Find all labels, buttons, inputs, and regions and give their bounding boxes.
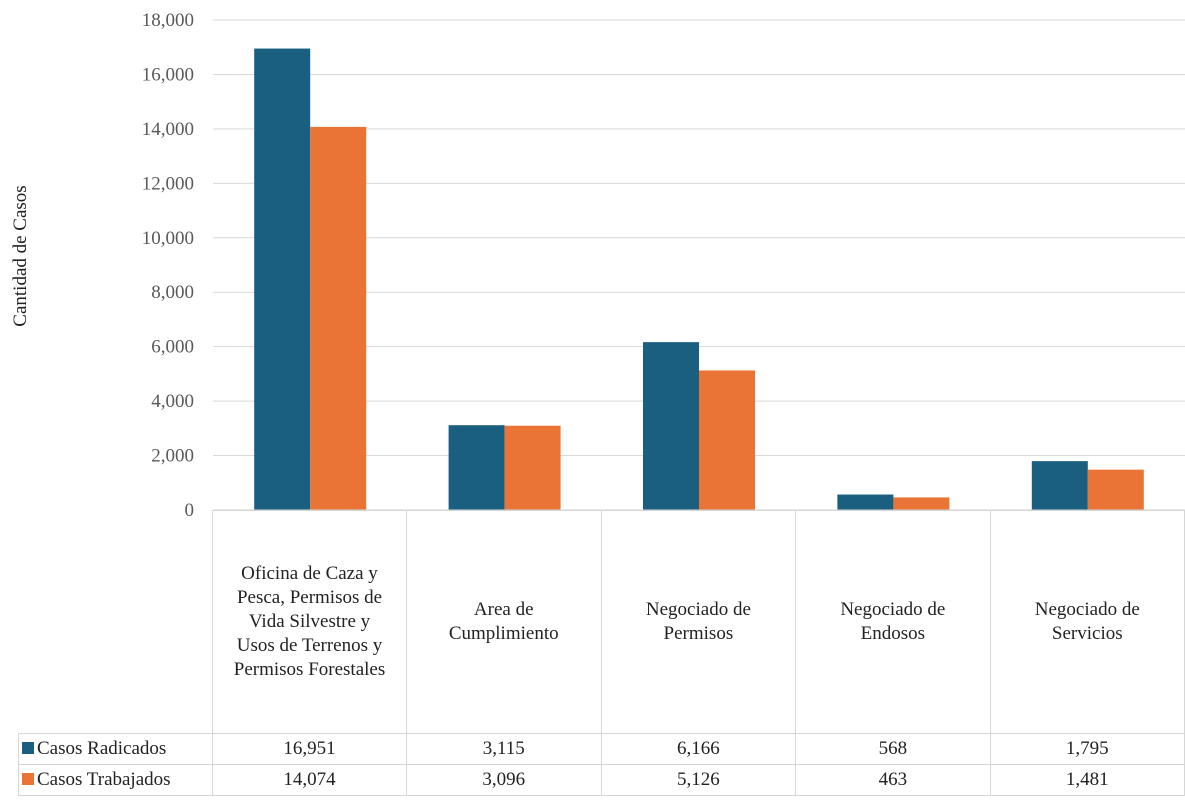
data-label: 1,481 — [990, 765, 1184, 796]
y-axis-label: Cantidad de Casos — [10, 185, 31, 326]
category-label: Oficina de Caza y Pesca, Permisos de Vid… — [213, 511, 407, 734]
category-label: Area de Cumplimiento — [406, 511, 601, 734]
table-corner — [19, 511, 213, 734]
legend-swatch — [22, 773, 34, 785]
y-tick-label: 12,000 — [142, 173, 194, 194]
data-table: Oficina de Caza y Pesca, Permisos de Vid… — [18, 510, 1185, 796]
bars — [254, 49, 1144, 510]
y-tick-label: 18,000 — [142, 10, 194, 31]
bar — [310, 127, 366, 510]
y-tick-label: 6,000 — [151, 337, 194, 358]
category-label: Negociado de Servicios — [990, 511, 1184, 734]
legend-entry: Casos Radicados — [19, 734, 213, 765]
table-row: Casos Radicados 16,951 3,115 6,166 568 1… — [19, 734, 1185, 765]
bar — [1032, 461, 1088, 510]
legend-label: Casos Trabajados — [37, 769, 171, 790]
category-label: Negociado de Endosos — [796, 511, 990, 734]
legend-label: Casos Radicados — [37, 738, 166, 759]
bar — [505, 426, 561, 510]
y-tick-label: 10,000 — [142, 228, 194, 249]
category-row: Oficina de Caza y Pesca, Permisos de Vid… — [19, 511, 1185, 734]
data-label: 3,115 — [406, 734, 601, 765]
bar — [449, 425, 505, 510]
y-tick-label: 8,000 — [151, 282, 194, 303]
category-label: Negociado de Permisos — [601, 511, 795, 734]
y-tick-label: 14,000 — [142, 119, 194, 140]
table-row: Casos Trabajados 14,074 3,096 5,126 463 … — [19, 765, 1185, 796]
bar — [699, 370, 755, 510]
bar — [837, 495, 893, 510]
y-tick-label: 2,000 — [151, 446, 194, 467]
legend-swatch — [22, 742, 34, 754]
data-label: 5,126 — [601, 765, 795, 796]
data-label: 16,951 — [213, 734, 407, 765]
y-axis-ticks: 02,0004,0006,0008,00010,00012,00014,0001… — [142, 10, 194, 521]
data-label: 14,074 — [213, 765, 407, 796]
bar — [643, 342, 699, 510]
bar — [893, 497, 949, 510]
bar — [1088, 470, 1144, 510]
y-tick-label: 16,000 — [142, 64, 194, 85]
data-label: 463 — [796, 765, 990, 796]
data-label: 6,166 — [601, 734, 795, 765]
data-label: 1,795 — [990, 734, 1184, 765]
legend-entry: Casos Trabajados — [19, 765, 213, 796]
y-tick-label: 4,000 — [151, 391, 194, 412]
data-label: 3,096 — [406, 765, 601, 796]
bar — [254, 49, 310, 510]
data-label: 568 — [796, 734, 990, 765]
